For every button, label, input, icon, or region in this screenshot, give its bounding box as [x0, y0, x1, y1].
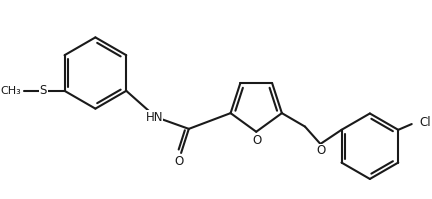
Text: O: O: [253, 134, 262, 147]
Text: CH₃: CH₃: [0, 86, 21, 96]
Text: S: S: [40, 84, 47, 97]
Text: O: O: [317, 144, 326, 157]
Text: HN: HN: [146, 111, 163, 124]
Text: Cl: Cl: [419, 116, 431, 129]
Text: O: O: [175, 155, 184, 168]
